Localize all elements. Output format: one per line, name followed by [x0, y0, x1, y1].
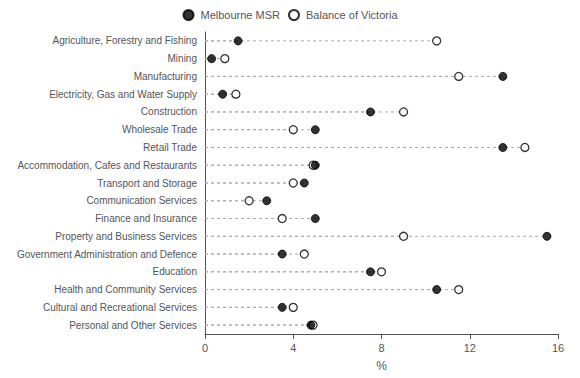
- svg-text:Cultural and Recreational Serv: Cultural and Recreational Services: [43, 302, 197, 313]
- svg-text:Communication Services: Communication Services: [86, 195, 197, 206]
- svg-text:Government Administration and: Government Administration and Defence: [17, 249, 198, 260]
- svg-text:Construction: Construction: [141, 106, 197, 117]
- svg-text:Balance of Victoria: Balance of Victoria: [306, 9, 398, 21]
- svg-text:Electricity, Gas and Water Sup: Electricity, Gas and Water Supply: [49, 89, 197, 100]
- svg-text:Manufacturing: Manufacturing: [134, 71, 197, 82]
- svg-text:Education: Education: [153, 266, 197, 277]
- svg-text:4: 4: [290, 342, 296, 354]
- svg-text:Wholesale Trade: Wholesale Trade: [122, 124, 197, 135]
- svg-text:Mining: Mining: [168, 53, 197, 64]
- svg-text:Health and Community Services: Health and Community Services: [54, 284, 197, 295]
- svg-text:Accommodation, Cafes and Resta: Accommodation, Cafes and Restaurants: [17, 160, 197, 171]
- svg-text:Agriculture, Forestry and Fish: Agriculture, Forestry and Fishing: [52, 35, 197, 46]
- svg-text:8: 8: [378, 342, 384, 354]
- svg-text:Melbourne MSR: Melbourne MSR: [201, 9, 281, 21]
- svg-text:Retail Trade: Retail Trade: [143, 142, 197, 153]
- svg-text:16: 16: [552, 342, 564, 354]
- svg-text:Personal and Other Services: Personal and Other Services: [69, 320, 197, 331]
- svg-text:Property and Business Services: Property and Business Services: [55, 231, 197, 242]
- svg-text:0: 0: [202, 342, 208, 354]
- svg-text:12: 12: [464, 342, 476, 354]
- svg-text:Transport and Storage: Transport and Storage: [97, 178, 197, 189]
- svg-text:%: %: [376, 359, 387, 373]
- svg-text:Finance and Insurance: Finance and Insurance: [95, 213, 197, 224]
